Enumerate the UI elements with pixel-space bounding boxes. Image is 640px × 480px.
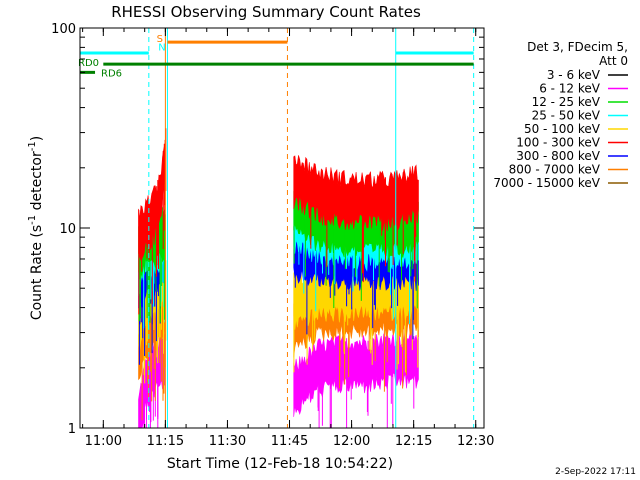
legend-entry-label: 7000 - 15000 keV — [493, 176, 600, 190]
timestamp: 2-Sep-2022 17:11 — [555, 467, 636, 477]
legend-entry-label: 3 - 6 keV — [547, 68, 601, 82]
y-tick-label: 1 — [68, 422, 76, 437]
x-tick-label: 12:00 — [333, 434, 370, 449]
series-band — [293, 155, 419, 232]
y-axis-label: Count Rate (s-1 detector-1) — [27, 136, 45, 320]
legend-entry-label: 800 - 7000 keV — [509, 163, 601, 177]
x-tick-label: 11:15 — [147, 434, 184, 449]
legend-entry-label: 6 - 12 keV — [539, 82, 601, 96]
plot-data-layer — [138, 128, 419, 429]
marker-label-s: S — [157, 34, 163, 45]
y-axis-label-mid: detector — [29, 151, 45, 215]
legend-header-line2: Att 0 — [599, 54, 628, 68]
legend-entry-label: 100 - 300 keV — [516, 136, 600, 150]
axes: 11:00 11:15 11:30 11:45 12:00 12:15 12:30 1 10 10… — [51, 22, 494, 449]
x-tick-label: 12:30 — [457, 434, 494, 449]
y-axis-label-main: Count Rate (s — [29, 225, 45, 320]
x-tick-label: 12:15 — [395, 434, 432, 449]
flag-label-rd6: RD6 — [101, 68, 122, 79]
marker-label-n: N — [158, 43, 165, 54]
legend-entry-label: 300 - 800 keV — [516, 149, 600, 163]
legend-entry-label: 25 - 50 keV — [532, 109, 601, 123]
flag-label-rd0: RD0 — [78, 58, 99, 69]
chart-title: RHESSI Observing Summary Count Rates — [111, 3, 421, 21]
legend-entry-label: 12 - 25 keV — [532, 95, 601, 109]
y-tick-label: 10 — [59, 222, 76, 237]
y-axis-label-sup1: -1 — [27, 215, 38, 225]
x-tick-label: 11:45 — [271, 434, 308, 449]
y-tick-label: 100 — [51, 22, 76, 37]
y-axis-label-sup2: -1 — [27, 141, 38, 151]
series-100-300-keV-seg1 — [293, 155, 419, 283]
y-axis-label-end: ) — [29, 136, 45, 141]
legend-entry-label: 50 - 100 keV — [524, 122, 601, 136]
x-axis-label: Start Time (12-Feb-18 10:54:22) — [167, 456, 393, 472]
x-tick-label: 11:00 — [85, 434, 122, 449]
legend-header-line1: Det 3, FDecim 5, — [527, 40, 628, 54]
x-tick-label: 11:30 — [209, 434, 246, 449]
